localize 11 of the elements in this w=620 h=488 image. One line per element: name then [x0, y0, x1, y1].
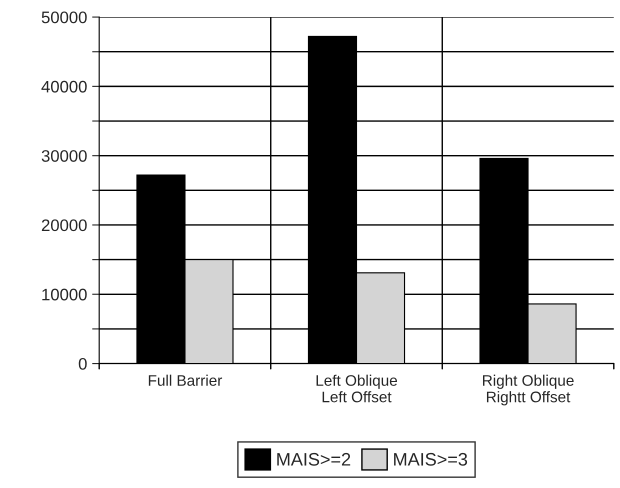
- y-tick-label: 20000: [42, 219, 87, 232]
- y-tick-label: 0: [78, 358, 87, 370]
- x-tick-label: Left Oblique Left Offset: [316, 374, 398, 402]
- y-tick-label: 30000: [42, 150, 87, 162]
- x-tick-label: Full Barrier: [148, 374, 222, 386]
- legend-label: MAIS>=3: [394, 452, 468, 466]
- x-tick-label: Right Oblique Rightt Offset: [483, 374, 574, 406]
- y-tick-label: 50000: [42, 11, 87, 24]
- legend-label: MAIS>=2: [277, 452, 350, 466]
- y-tick-label: 10000: [42, 288, 87, 300]
- y-tick-label: 40000: [41, 80, 87, 93]
